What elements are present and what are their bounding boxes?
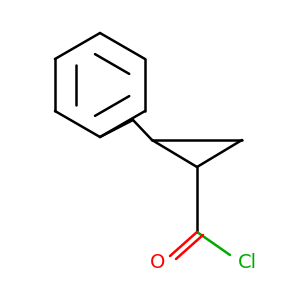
Text: Cl: Cl: [237, 254, 256, 272]
Text: O: O: [150, 254, 166, 272]
